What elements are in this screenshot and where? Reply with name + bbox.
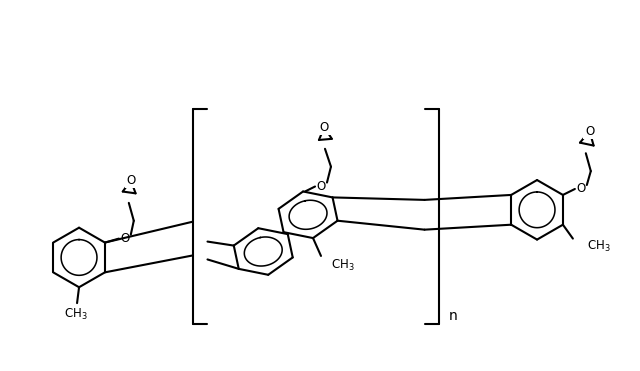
- Text: O: O: [320, 121, 329, 134]
- Text: CH$_3$: CH$_3$: [587, 239, 611, 254]
- Text: O: O: [576, 183, 586, 196]
- Text: CH$_3$: CH$_3$: [331, 258, 355, 273]
- Text: O: O: [126, 174, 136, 187]
- Text: n: n: [449, 309, 458, 323]
- Text: CH$_3$: CH$_3$: [64, 306, 88, 322]
- Text: O: O: [120, 232, 129, 245]
- Text: O: O: [585, 125, 594, 138]
- Text: O: O: [316, 180, 326, 193]
